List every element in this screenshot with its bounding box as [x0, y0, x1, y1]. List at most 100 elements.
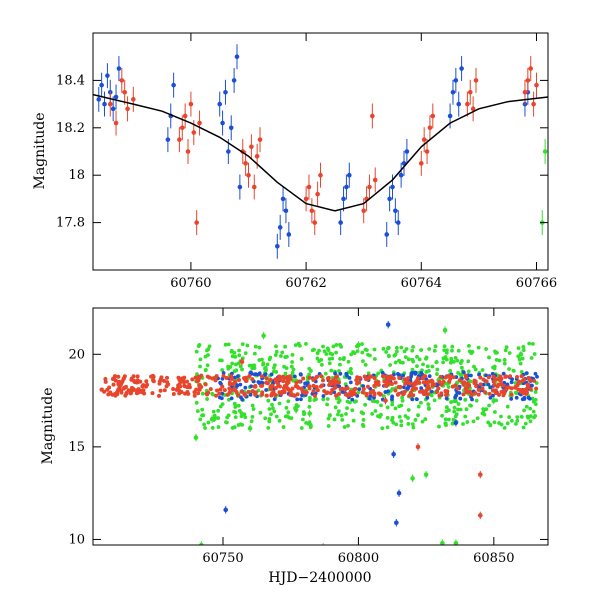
data-point — [498, 374, 503, 379]
data-point — [213, 376, 218, 381]
data-point — [184, 379, 189, 384]
data-point — [273, 353, 278, 357]
data-point — [449, 356, 454, 361]
data-point — [399, 419, 404, 424]
model-curve — [93, 93, 548, 212]
data-point — [249, 419, 254, 424]
data-point — [426, 406, 431, 410]
data-point — [380, 374, 385, 379]
data-point — [476, 345, 481, 350]
data-point — [233, 404, 238, 409]
data-point — [192, 393, 197, 398]
data-point — [325, 346, 330, 351]
data-point — [468, 403, 472, 408]
data-point — [239, 411, 244, 416]
data-point — [223, 89, 228, 95]
data-point — [271, 406, 275, 411]
data-point — [373, 380, 378, 385]
data-point — [502, 358, 507, 362]
data-point — [276, 381, 281, 386]
data-point — [206, 390, 211, 395]
data-point — [522, 89, 528, 95]
data-point — [286, 380, 291, 385]
data-point — [411, 344, 415, 349]
data-point — [216, 425, 221, 429]
data-point — [236, 374, 240, 379]
data-point — [243, 385, 248, 390]
data-point — [427, 347, 432, 351]
data-point — [487, 355, 491, 360]
data-point — [335, 374, 340, 379]
data-point — [477, 472, 483, 477]
data-point — [469, 351, 474, 355]
data-point — [361, 208, 366, 214]
data-point — [307, 384, 312, 389]
data-point — [232, 350, 237, 355]
data-point — [423, 389, 428, 394]
data-point — [179, 376, 184, 381]
data-point — [221, 371, 226, 375]
data-point — [534, 386, 539, 391]
data-point — [519, 414, 524, 419]
data-point — [417, 380, 422, 385]
data-point — [376, 382, 381, 387]
data-point — [246, 172, 251, 178]
data-point — [521, 391, 526, 396]
data-point — [438, 374, 443, 379]
data-point — [171, 82, 176, 88]
data-point — [344, 412, 348, 416]
data-point — [233, 410, 238, 415]
data-point — [260, 392, 265, 397]
data-point — [157, 393, 162, 398]
data-point — [331, 344, 336, 349]
data-point — [490, 388, 495, 393]
data-point — [515, 415, 520, 420]
data-point — [397, 358, 401, 363]
data-point — [518, 351, 524, 357]
data-point — [474, 398, 479, 403]
data-point — [380, 426, 385, 431]
data-point — [210, 426, 215, 430]
data-point — [486, 420, 491, 425]
data-point — [507, 367, 511, 371]
data-point — [392, 372, 396, 377]
data-point — [257, 137, 263, 142]
data-point — [465, 420, 470, 424]
data-point — [406, 357, 411, 362]
data-point — [499, 389, 504, 394]
data-point — [505, 382, 510, 387]
data-point — [211, 409, 216, 414]
data-point — [296, 341, 301, 346]
data-point — [166, 382, 171, 387]
data-point — [461, 380, 466, 385]
data-point — [349, 352, 354, 357]
data-point — [136, 387, 141, 392]
data-point — [451, 417, 456, 422]
data-point — [124, 390, 129, 395]
data-point — [515, 418, 520, 423]
data-point — [503, 348, 508, 353]
data-point — [253, 344, 258, 349]
data-point — [283, 344, 287, 349]
data-point — [376, 414, 380, 419]
data-point — [390, 415, 395, 420]
data-point — [299, 397, 303, 402]
data-point — [530, 396, 535, 401]
data-point — [266, 425, 271, 430]
data-point — [112, 374, 117, 379]
data-point — [465, 101, 470, 107]
data-point — [283, 355, 288, 360]
data-point — [364, 377, 369, 382]
data-point — [237, 353, 242, 358]
data-point — [469, 373, 473, 378]
data-point — [492, 366, 497, 371]
data-point — [327, 413, 332, 417]
data-point — [230, 361, 235, 366]
data-point — [442, 327, 448, 333]
data-point — [193, 435, 199, 440]
data-point — [346, 359, 351, 364]
data-point — [232, 425, 237, 430]
data-point — [435, 367, 440, 372]
data-point — [315, 388, 320, 393]
data-point — [336, 409, 341, 414]
